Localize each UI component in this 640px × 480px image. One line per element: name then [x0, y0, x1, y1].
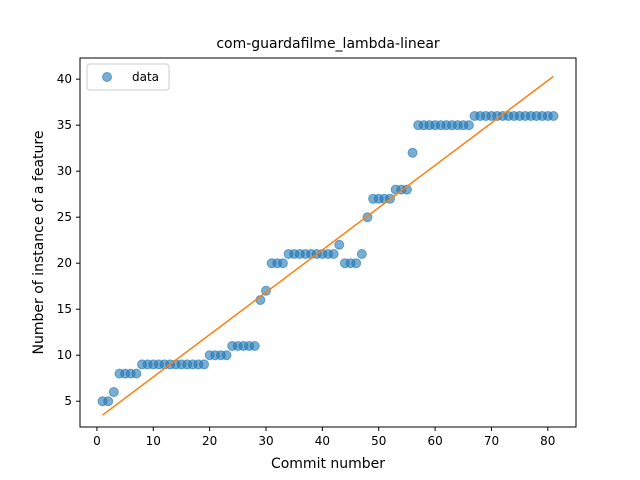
x-tick-label: 70 [484, 434, 499, 448]
legend-box [86, 63, 170, 91]
legend-label: data [132, 70, 159, 84]
y-axis-label: Number of instance of a feature [31, 131, 47, 355]
data-point [328, 249, 339, 259]
legend-marker [102, 72, 112, 82]
x-tick-label: 80 [540, 434, 555, 448]
y-tick-label: 10 [57, 348, 72, 362]
x-tick-label: 20 [202, 434, 217, 448]
data-point [548, 110, 559, 121]
legend: data [86, 63, 170, 91]
y-tick-label: 40 [57, 72, 72, 86]
chart-title: com-guardafilme_lambda-linear [216, 36, 440, 52]
x-tick-label: 60 [427, 434, 442, 448]
data-point [407, 147, 418, 158]
x-tick-label: 0 [93, 434, 101, 448]
x-tick-label: 50 [371, 434, 386, 448]
axes-frame [79, 57, 577, 428]
data-point [351, 258, 362, 269]
y-tick-label: 15 [57, 302, 72, 316]
data-point [131, 368, 142, 379]
data-point [463, 120, 474, 131]
plot-area [79, 57, 577, 428]
y-tick-label: 5 [64, 394, 72, 408]
x-tick-label: 10 [146, 434, 161, 448]
data-point [356, 249, 367, 259]
x-tick-label: 40 [315, 434, 330, 448]
data-point [277, 258, 288, 269]
x-axis-ticks: 0 10 20 30 40 50 60 70 80 [93, 427, 555, 448]
data-point [103, 396, 114, 407]
x-tick-label: 30 [258, 434, 273, 448]
data-point [334, 239, 345, 250]
y-tick-label: 20 [57, 256, 72, 270]
x-axis-label: Commit number [271, 456, 385, 472]
data-point [199, 359, 209, 370]
y-tick-label: 35 [57, 118, 72, 132]
fit-line [102, 75, 554, 416]
y-axis-ticks: 5 10 15 20 25 30 35 40 [57, 72, 80, 408]
data-point [249, 341, 260, 352]
data-point [108, 387, 119, 398]
data-point [221, 350, 232, 361]
y-tick-label: 30 [57, 164, 72, 178]
y-tick-label: 25 [57, 210, 72, 224]
